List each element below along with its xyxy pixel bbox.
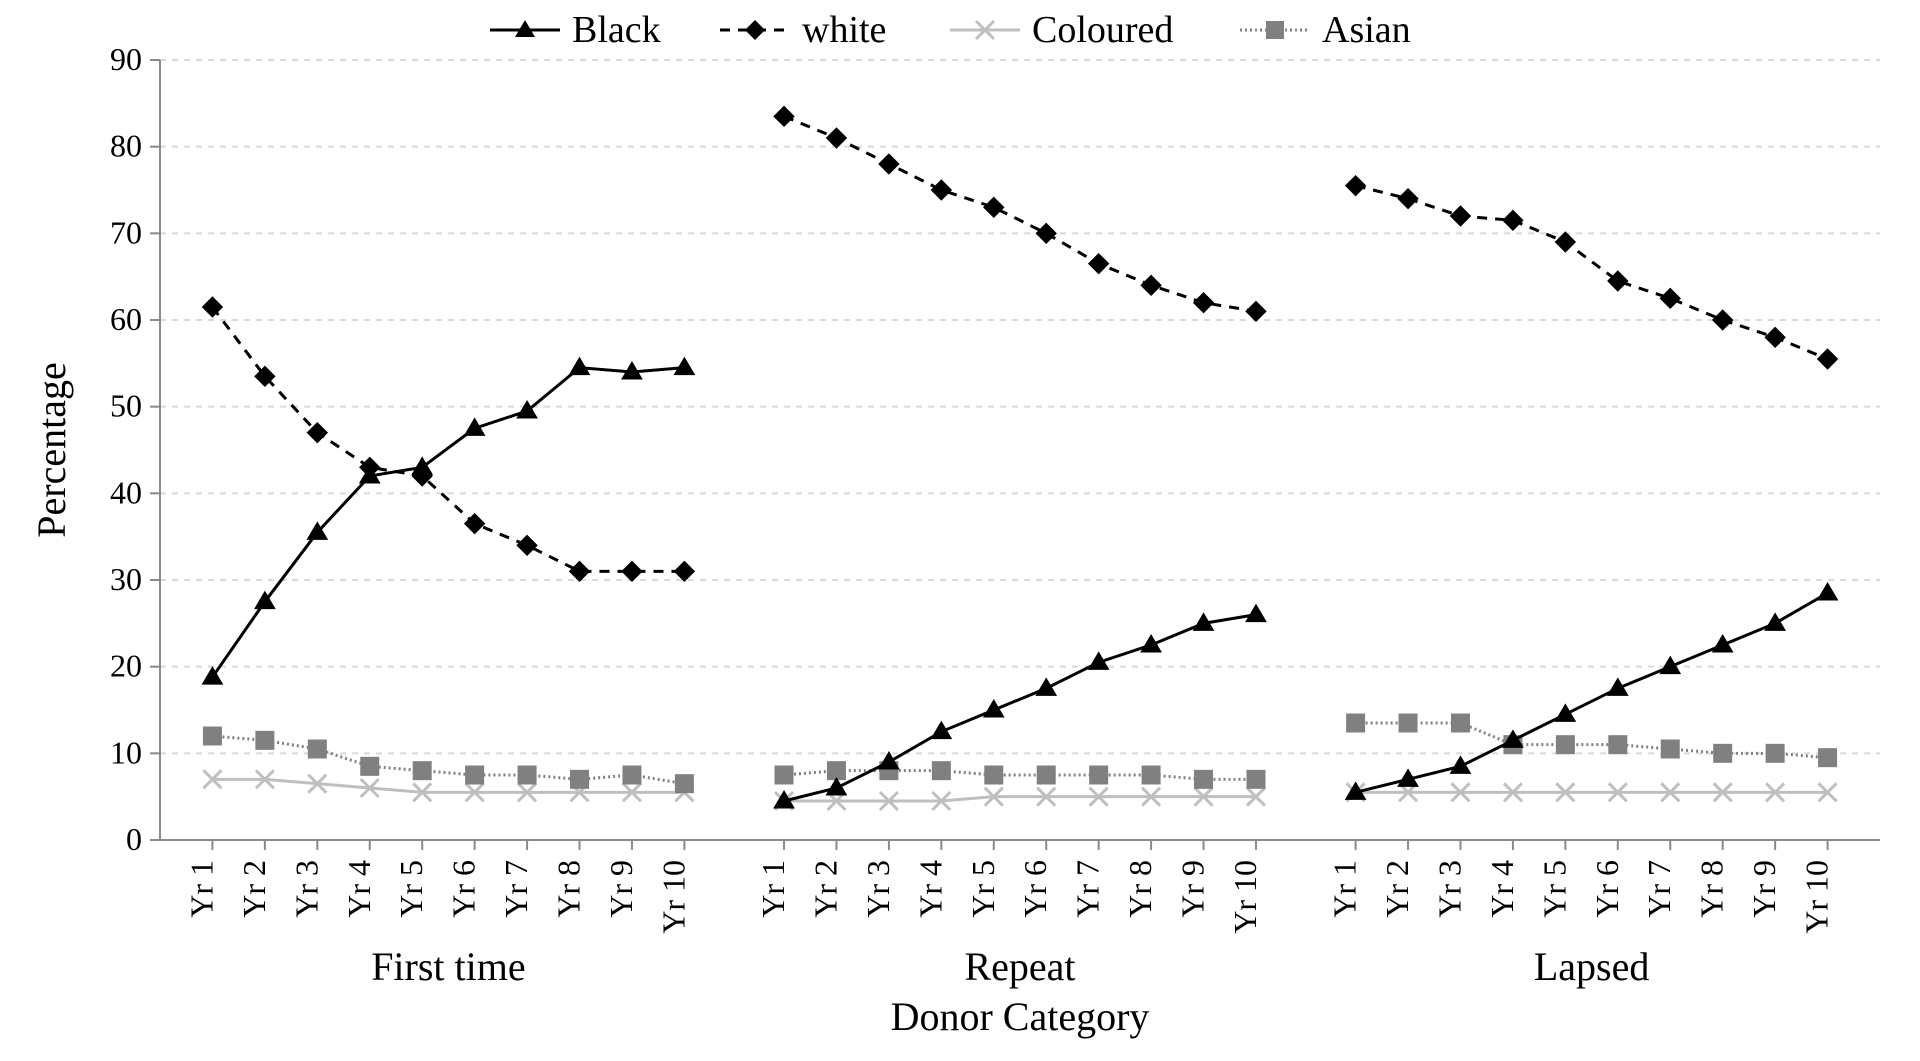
y-tick-label: 40 [110,474,142,510]
y-tick-label: 60 [110,301,142,337]
panel-label: Repeat [964,944,1075,989]
x-tick-label: Yr 10 [655,860,691,934]
y-axis-label: Percentage [29,362,74,537]
x-tick-label: Yr 4 [1484,860,1520,918]
x-ticks: Yr 1 Yr 2 Yr 3 Yr 4 Yr 5 Yr 6 Yr 7 Yr 8 Yr 9 Yr 1… [183,840,1834,989]
series-white [1356,186,1828,359]
x-tick-label: Yr 2 [807,860,843,918]
series-black [1356,593,1828,792]
x-tick-label: Yr 3 [288,860,324,918]
legend-label-white: white [802,9,886,51]
x-tick-label: Yr 5 [1536,860,1572,918]
series-black [212,368,684,677]
y-tick-label: 80 [110,128,142,164]
y-tick-label: 50 [110,388,142,424]
y-tick-label: 0 [126,821,142,857]
legend-label-coloured: Coloured [1032,9,1173,51]
y-tick-label: 20 [110,648,142,684]
x-tick-label: Yr 4 [341,860,377,918]
x-tick-label: Yr 5 [393,860,429,918]
axes [160,60,1880,840]
y-tick-label: 30 [110,561,142,597]
x-tick-label: Yr 6 [1589,860,1625,918]
series-asian [212,736,684,784]
x-tick-label: Yr 1 [1327,860,1363,918]
x-axis-label: Donor Category [891,994,1150,1039]
series-group [202,106,1837,810]
legend-label-black: Black [572,9,661,51]
x-tick-label: Yr 2 [236,860,272,918]
chart-svg: Black white Coloured Asian Yr 1 Yr 2 Yr 3 Yr 4… [0,0,1920,1061]
legend: Black white Coloured Asian [490,9,1411,51]
panel-label: Lapsed [1534,944,1650,989]
series-coloured [212,779,684,792]
y-tick-label: 70 [110,214,142,250]
x-tick-label: Yr 1 [183,860,219,918]
series-black [784,615,1256,801]
x-tick-label: Yr 8 [1122,860,1158,918]
x-tick-label: Yr 7 [1070,860,1106,918]
grid [160,60,1880,753]
x-tick-label: Yr 8 [1694,860,1730,918]
x-tick-label: Yr 9 [1175,860,1211,918]
x-tick-label: Yr 2 [1379,860,1415,918]
x-tick-label: Yr 5 [965,860,1001,918]
x-tick-label: Yr 8 [551,860,587,918]
x-tick-label: Yr 9 [603,860,639,918]
x-tick-label: Yr 3 [860,860,896,918]
x-tick-label: Yr 1 [755,860,791,918]
series-white [212,307,684,571]
donor-category-chart: Black white Coloured Asian Yr 1 Yr 2 Yr 3 Yr 4… [0,0,1920,1061]
x-tick-label: Yr 7 [1641,860,1677,918]
x-tick-label: Yr 3 [1431,860,1467,918]
legend-label-asian: Asian [1322,9,1411,51]
series-coloured [784,797,1256,801]
panel-label: First time [371,944,525,989]
y-tick-label: 90 [110,41,142,77]
x-tick-label: Yr 6 [446,860,482,918]
x-tick-label: Yr 6 [1017,860,1053,918]
y-ticks: 0 10 20 30 40 50 60 70 80 90 [110,41,160,857]
x-tick-label: Yr 4 [912,860,948,918]
x-tick-label: Yr 10 [1227,860,1263,934]
series-white [784,116,1256,311]
x-tick-label: Yr 10 [1799,860,1835,934]
x-tick-label: Yr 9 [1746,860,1782,918]
y-tick-label: 10 [110,734,142,770]
x-tick-label: Yr 7 [498,860,534,918]
